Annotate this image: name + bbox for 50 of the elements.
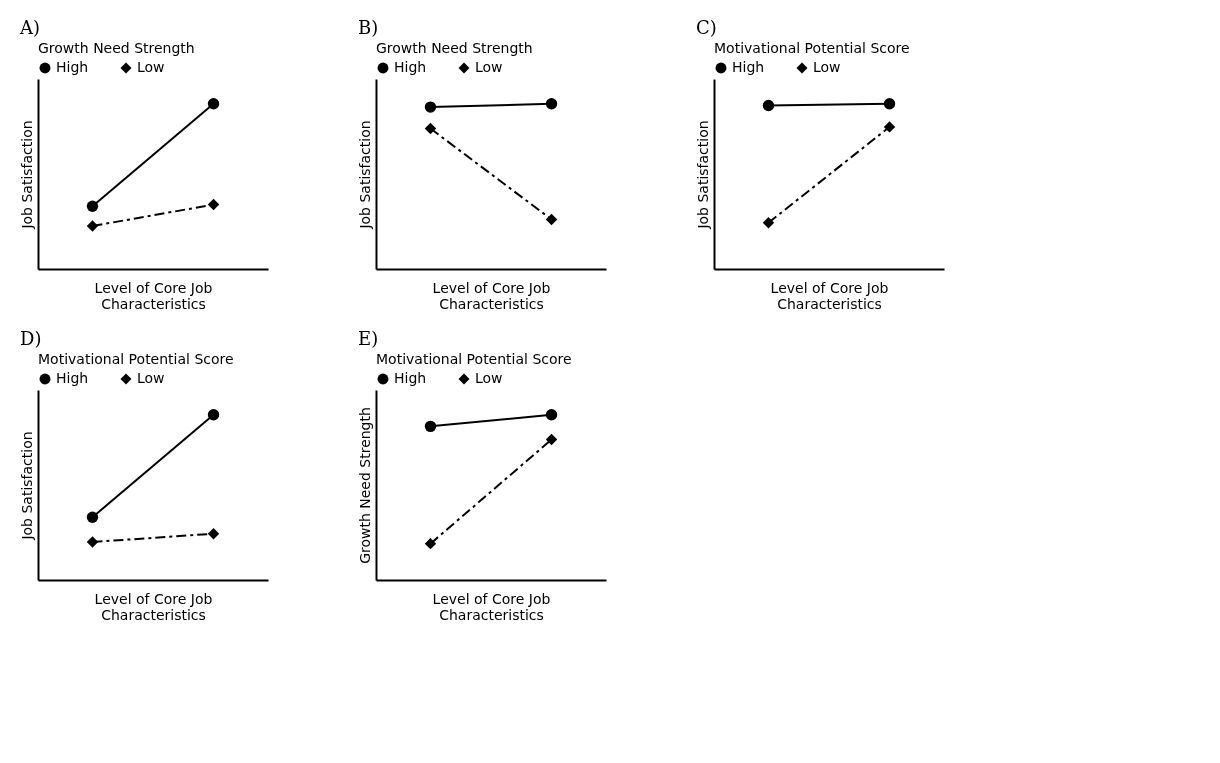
y-axis-title: Job Satisfaction bbox=[356, 120, 373, 230]
chart-title: B) bbox=[358, 17, 379, 38]
point bbox=[545, 213, 558, 226]
x-axis-title: Level of Core Job Characteristics bbox=[432, 590, 551, 623]
legend-label: Low bbox=[813, 59, 841, 75]
legend-label: Low bbox=[475, 59, 503, 75]
point bbox=[762, 217, 775, 229]
point bbox=[86, 220, 99, 232]
point bbox=[424, 537, 437, 550]
legend-label: Low bbox=[475, 370, 503, 386]
legend-label: Low bbox=[137, 370, 165, 386]
x-axis-title: Level of Core Job Characteristics bbox=[94, 279, 213, 312]
point bbox=[762, 99, 775, 112]
legend-label: High bbox=[394, 59, 427, 75]
point bbox=[86, 536, 99, 548]
y-axis-title: Job Satisfaction bbox=[18, 120, 35, 230]
chart-title: D) bbox=[20, 328, 42, 349]
legend-title: Motivational Potential Score bbox=[376, 351, 572, 367]
y-axis-title: Job Satisfaction bbox=[18, 431, 35, 541]
point bbox=[883, 121, 896, 133]
point bbox=[424, 101, 437, 113]
legend-title: Growth Need Strength bbox=[38, 40, 195, 56]
y-axis-title: Job Satisfaction bbox=[694, 120, 711, 230]
point bbox=[424, 420, 437, 433]
legend-label: Low bbox=[137, 59, 165, 75]
chart-title: E) bbox=[358, 328, 379, 349]
chart-title: C) bbox=[696, 17, 717, 38]
legend-title: Motivational Potential Score bbox=[714, 40, 910, 56]
legend-label: High bbox=[394, 370, 427, 386]
point bbox=[207, 528, 220, 540]
point bbox=[424, 122, 437, 135]
legend-label: High bbox=[732, 59, 765, 75]
chart-title: A) bbox=[19, 17, 41, 38]
point bbox=[883, 98, 896, 110]
y-axis-title: Growth Need Strength bbox=[356, 407, 373, 564]
x-axis-title: Level of Core Job Characteristics bbox=[770, 279, 889, 312]
legend-title: Motivational Potential Score bbox=[38, 351, 234, 367]
point bbox=[86, 200, 99, 212]
point bbox=[207, 98, 220, 110]
point bbox=[207, 198, 220, 211]
x-axis-title: Level of Core Job Characteristics bbox=[432, 279, 551, 312]
point bbox=[207, 409, 220, 421]
legend-title: Growth Need Strength bbox=[376, 40, 533, 56]
legend-label: High bbox=[56, 370, 89, 386]
point bbox=[545, 409, 558, 421]
point bbox=[86, 511, 99, 523]
legend-label: High bbox=[56, 59, 89, 75]
point bbox=[545, 98, 558, 110]
point bbox=[545, 433, 558, 446]
x-axis-title: Level of Core Job Characteristics bbox=[94, 590, 213, 623]
